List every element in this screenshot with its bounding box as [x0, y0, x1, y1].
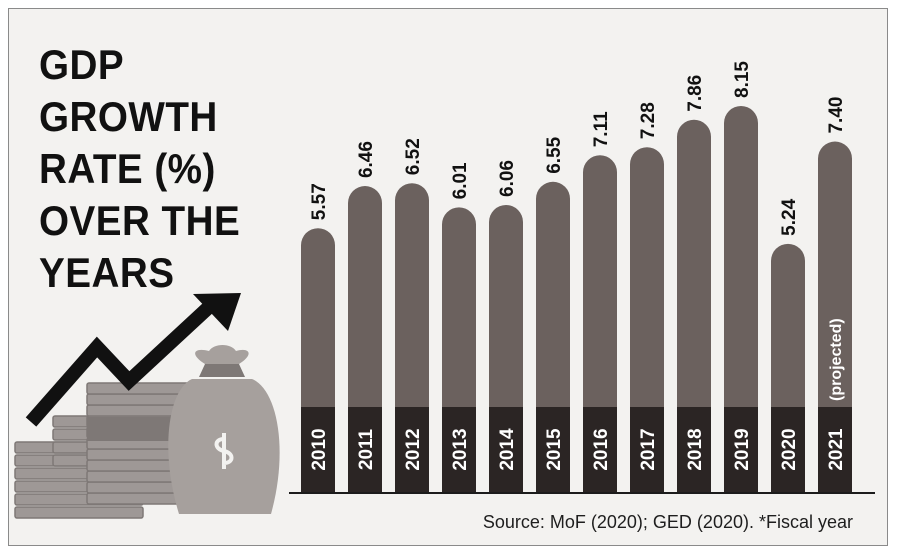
bar-series: 2010 5.57 2011 6.46 2012 6.52 2013 6.01 2014 6.06…: [301, 61, 852, 493]
data-label-2015: 6.55: [544, 136, 565, 173]
bar-base-2011: [348, 407, 382, 492]
tick-label-2017: 2017: [638, 428, 659, 470]
tick-label-2010: 2010: [309, 428, 330, 470]
data-label-2021: 7.40: [826, 97, 847, 134]
tick-label-2020: 2020: [779, 428, 800, 470]
bar-2017: [630, 147, 664, 493]
title-line-4: OVER THE: [39, 197, 241, 244]
bar-base-2020: [771, 407, 805, 492]
illustration: [14, 293, 280, 519]
data-label-2019: 8.15: [732, 61, 753, 98]
bar-base-2017: [630, 407, 664, 492]
bar-base-2012: [395, 407, 429, 492]
bar-base-2016: [583, 407, 617, 492]
source-note: Source: MoF (2020); GED (2020). *Fiscal …: [482, 512, 853, 532]
bar-2021: [818, 141, 852, 492]
tick-label-2015: 2015: [544, 428, 565, 471]
data-label-2010: 5.57: [309, 183, 330, 220]
tick-label-2011: 2011: [356, 428, 377, 470]
tick-label-2019: 2019: [732, 428, 753, 470]
bar-base-2013: [442, 407, 476, 492]
title-line-5: YEARS: [39, 249, 175, 296]
title-line-1: GDP: [39, 41, 125, 88]
tick-label-2012: 2012: [403, 428, 424, 470]
title-line-3: RATE (%): [39, 145, 216, 192]
title-line-2: GROWTH: [39, 93, 218, 140]
growth-arrow-icon: [25, 293, 241, 427]
bar-base-2018: [677, 407, 711, 492]
data-label-2017: 7.28: [638, 102, 659, 139]
tick-label-2018: 2018: [685, 428, 706, 470]
bar-2019: [724, 106, 758, 492]
tick-label-2021: 2021: [826, 428, 847, 471]
data-label-2011: 6.46: [356, 141, 377, 178]
data-label-2012: 6.52: [403, 138, 424, 175]
money-stack-icon: [14, 382, 206, 519]
bar-base-2014: [489, 407, 523, 492]
chart-frame: 2010 5.57 2011 6.46 2012 6.52 2013 6.01 2014 6.06…: [8, 8, 888, 546]
money-bag-icon: [168, 345, 280, 514]
data-label-2014: 6.06: [497, 160, 518, 197]
data-label-2013: 6.01: [450, 162, 471, 199]
tick-label-2016: 2016: [591, 428, 612, 470]
bar-base-2015: [536, 407, 570, 492]
data-label-2020: 5.24: [779, 198, 800, 235]
annotation-2021: (projected): [828, 318, 845, 401]
bar-2018: [677, 119, 711, 492]
chart-title: GDP GROWTH RATE (%) OVER THE YEARS: [39, 39, 269, 299]
data-label-2018: 7.86: [685, 75, 706, 112]
bar-base-2010: [301, 407, 335, 492]
tick-label-2013: 2013: [450, 428, 471, 470]
data-label-2016: 7.11: [591, 111, 612, 147]
chart-canvas: 2010 5.57 2011 6.46 2012 6.52 2013 6.01 2014 6.06…: [14, 61, 875, 519]
tick-label-2014: 2014: [497, 428, 518, 471]
bar-base-2021: [818, 407, 852, 492]
bar-base-2019: [724, 407, 758, 492]
